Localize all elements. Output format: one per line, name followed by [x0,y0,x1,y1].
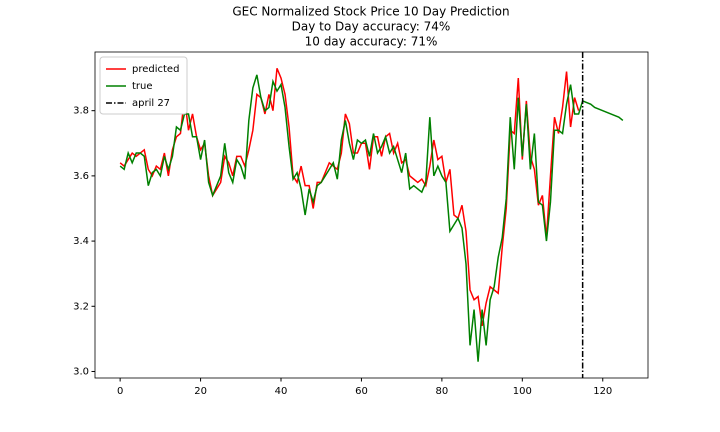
plot-frame [94,51,649,379]
x-tick-label: 40 [275,386,288,397]
legend-label: true [132,81,153,92]
y-tick-label: 3.4 [73,236,89,247]
y-tick-label: 3.2 [73,301,89,312]
y-tick-label: 3.6 [73,171,89,182]
chart-subtitle: Day to Day accuracy: 74% [292,20,451,34]
chart-title: GEC Normalized Stock Price 10 Day Predic… [232,5,509,19]
x-tick-label: 120 [593,386,612,397]
series-line [119,74,624,362]
legend-box [99,56,188,115]
x-tick-label: 80 [436,386,449,397]
y-tick-label: 3.0 [73,366,89,377]
chart-subtitle: 10 day accuracy: 71% [305,35,438,49]
x-tick-label: 0 [117,386,123,397]
legend-label: april 27 [132,98,170,109]
series-line [119,68,580,326]
legend-label: predicted [132,64,179,75]
x-tick-label: 60 [355,386,368,397]
x-tick-label: 100 [513,386,532,397]
y-tick-label: 3.8 [73,106,89,117]
x-tick-label: 20 [194,386,207,397]
